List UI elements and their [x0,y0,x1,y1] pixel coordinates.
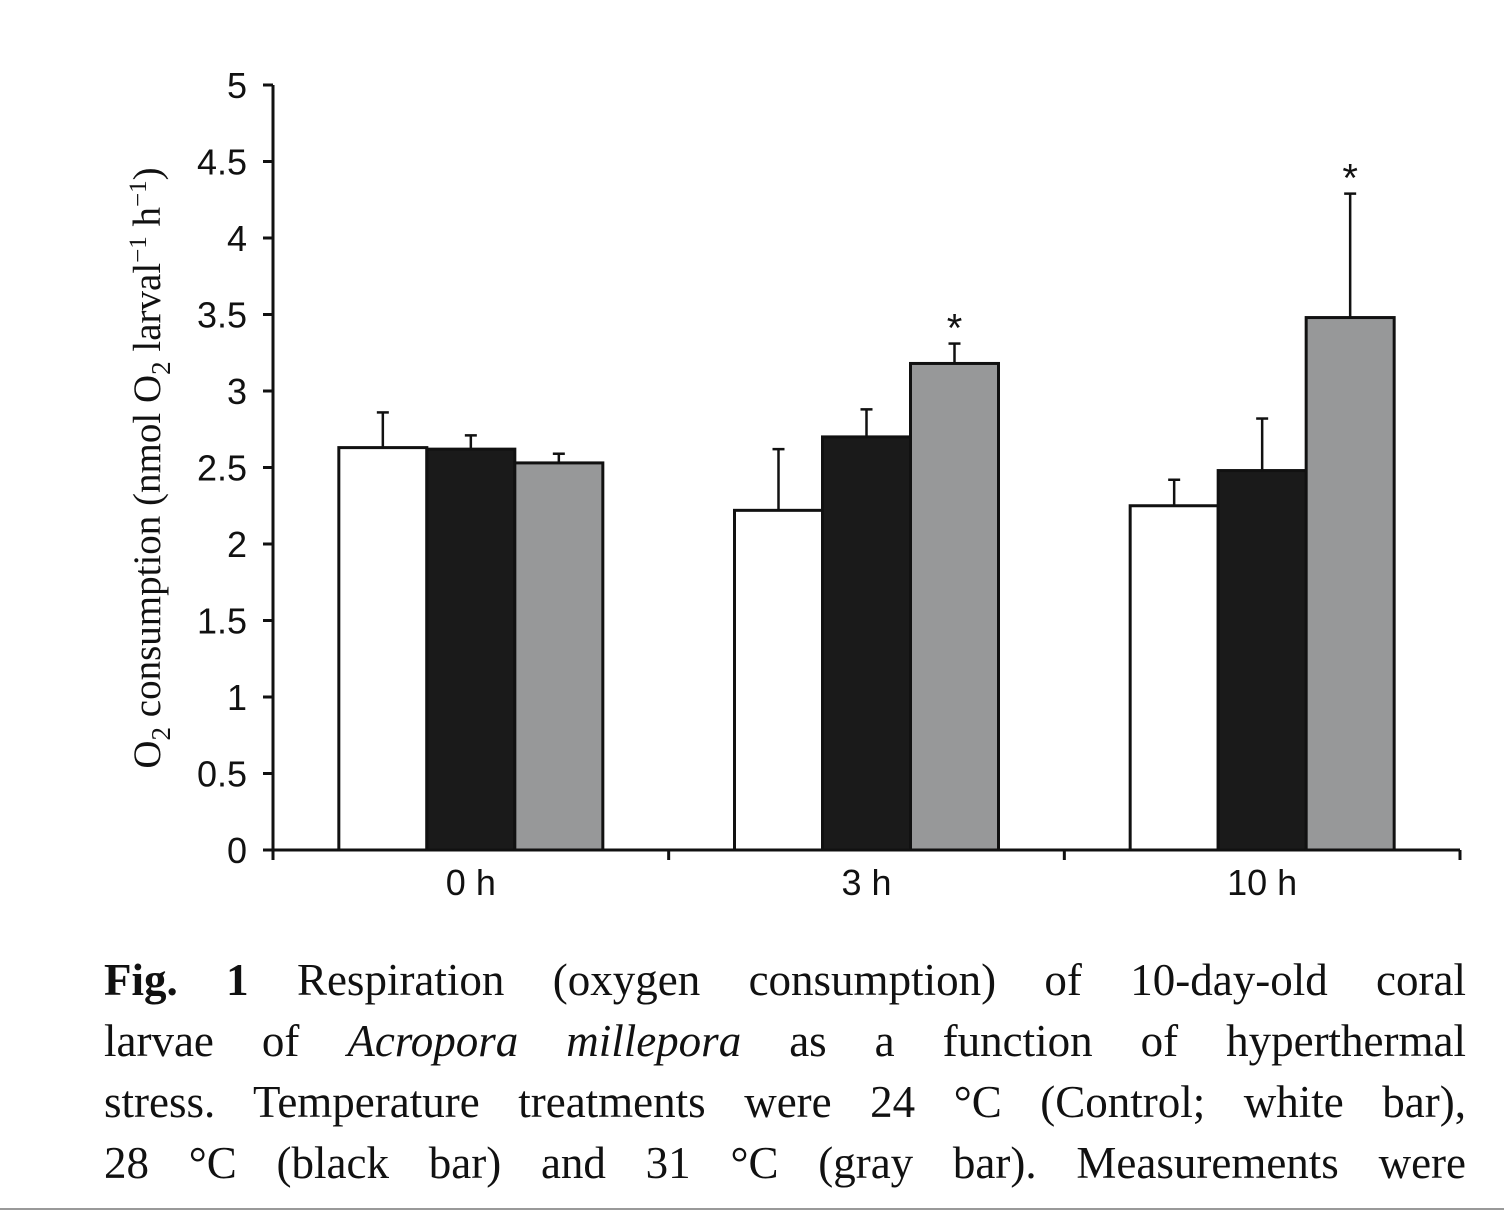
bar [513,461,605,852]
species-name: Acropora millepora [347,1016,742,1066]
page-divider [0,1208,1504,1210]
figure-caption: Fig. 1 Respiration (oxygen consumption) … [104,950,1466,1194]
y-tick-label: 3 [227,371,247,412]
bar [1128,504,1220,852]
y-tick-label: 1.5 [197,601,247,642]
caption-text: as a function of hyperthermal [741,1016,1466,1066]
y-tick-label: 4 [227,218,247,259]
caption-text: Respiration (oxygen consumption) of 10-d… [248,955,1466,1005]
bar [1304,316,1396,852]
y-tick-label: 2.5 [197,448,247,489]
y-tick-label: 5 [227,65,247,106]
caption-line-4: 28 °C (black bar) and 31 °C (gray bar). … [104,1138,1466,1188]
x-tick-label: 10 h [1227,862,1297,903]
bar [733,508,824,852]
y-tick-labels: 0 0.5 1 1.5 2 2.5 3 3.5 4 4.5 5 [197,65,247,871]
bars [337,316,1396,852]
caption-line-1: Fig. 1 Respiration (oxygen consumption) … [104,950,1466,1011]
x-tick-label: 0 h [446,862,496,903]
bar [337,446,429,852]
y-tick-label: 1 [227,677,247,718]
caption-line-3: stress. Temperature treatments were 24 °… [104,1077,1466,1127]
x-tick-label: 3 h [841,862,891,903]
bar [821,435,912,852]
error-bars [376,192,1357,511]
bar [425,447,517,852]
y-tick-label: 2 [227,524,247,565]
bar [909,361,1000,852]
y-axis-label: O2 consumption (nmol O2 larval−1 h−1) [125,167,176,768]
significance-star: * [947,307,963,351]
y-tick-label: 0 [227,830,247,871]
y-tick-label: 4.5 [197,142,247,183]
x-tick-labels: 0 h 3 h 10 h [446,862,1297,903]
caption-line-2: larvae of Acropora millepora as a functi… [104,1011,1466,1072]
significance-star: * [1342,157,1358,201]
caption-text: larvae of [104,1016,348,1066]
significance-marks: ** [947,157,1358,351]
bar [1216,469,1308,852]
y-tick-label: 3.5 [197,295,247,336]
figure-label: Fig. 1 [104,955,249,1005]
y-tick-label: 0.5 [197,754,247,795]
